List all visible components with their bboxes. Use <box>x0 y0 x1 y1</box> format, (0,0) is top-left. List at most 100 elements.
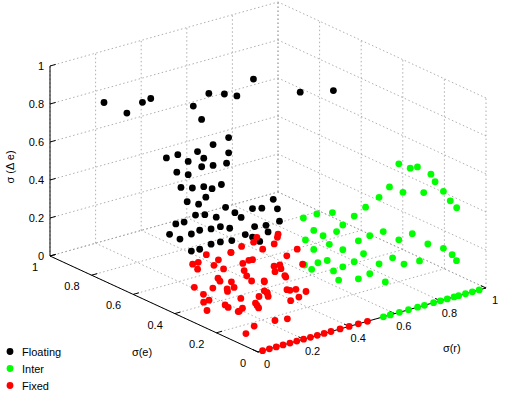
y-tick-label: 0.6 <box>106 299 121 311</box>
point <box>389 254 396 261</box>
grid-line <box>50 78 278 142</box>
point <box>220 266 227 273</box>
point <box>335 277 342 284</box>
point <box>188 231 195 238</box>
point <box>259 347 266 354</box>
tick-mark <box>50 140 56 142</box>
z-tick-label: 0.8 <box>29 98 44 110</box>
axes <box>50 64 486 352</box>
point <box>302 236 309 243</box>
point <box>173 169 180 176</box>
point <box>185 158 192 165</box>
point <box>432 178 439 185</box>
point <box>225 134 232 141</box>
point <box>195 259 202 266</box>
tick-mark <box>50 254 56 256</box>
point <box>194 266 201 273</box>
point <box>217 239 224 246</box>
point <box>366 232 373 239</box>
point <box>249 205 256 212</box>
point <box>261 278 268 285</box>
z-tick-label: 0.6 <box>29 136 44 148</box>
point <box>386 184 393 191</box>
grid-line <box>50 154 278 218</box>
point <box>333 228 340 235</box>
y-axis-title: σ(e) <box>132 346 152 358</box>
point <box>428 171 435 178</box>
point <box>191 284 198 291</box>
point <box>339 222 346 229</box>
point <box>400 189 407 196</box>
point <box>407 165 414 172</box>
point <box>196 227 203 234</box>
tick-mark <box>216 331 222 333</box>
point <box>330 87 337 94</box>
point <box>261 278 268 285</box>
grid-line <box>92 211 320 275</box>
point <box>310 227 317 234</box>
point <box>401 261 408 268</box>
point <box>261 287 268 294</box>
grid-line <box>278 116 486 212</box>
point <box>228 278 235 285</box>
point <box>440 188 447 195</box>
point <box>228 237 235 244</box>
point <box>263 222 270 229</box>
grid-line <box>50 2 278 66</box>
point <box>462 290 469 297</box>
point <box>200 299 207 306</box>
point <box>280 342 287 349</box>
point <box>209 285 216 292</box>
grid-line <box>278 2 486 98</box>
point <box>177 236 184 243</box>
point <box>414 304 421 311</box>
series <box>189 231 371 354</box>
chart: 00.20.40.60.8100.20.40.60.8100.20.40.60.… <box>0 0 519 402</box>
point <box>362 204 369 211</box>
point <box>287 297 294 304</box>
point <box>337 326 344 333</box>
point <box>444 295 451 302</box>
point <box>284 315 291 322</box>
point <box>172 221 179 228</box>
point <box>447 197 454 204</box>
point <box>295 294 302 301</box>
point <box>303 288 310 295</box>
z-tick-label: 0 <box>38 250 44 262</box>
point <box>364 318 371 325</box>
grid-line <box>141 40 142 230</box>
point <box>203 251 210 258</box>
tick-mark <box>50 216 56 218</box>
point <box>293 338 300 345</box>
point <box>195 201 202 208</box>
point <box>166 231 173 238</box>
point <box>222 204 229 211</box>
grid-line <box>278 2 279 192</box>
point <box>355 237 362 244</box>
point <box>243 272 250 279</box>
y-tick-label: 0 <box>240 357 246 369</box>
tick-mark <box>92 274 98 276</box>
point <box>273 343 280 350</box>
point <box>258 205 265 212</box>
grid-line <box>278 40 486 136</box>
point <box>355 275 362 282</box>
point <box>297 89 304 96</box>
point <box>326 241 333 248</box>
y-tick-label: 0.2 <box>189 338 204 350</box>
grid <box>50 2 486 352</box>
legend: FloatingInterFixed <box>7 346 62 392</box>
point <box>321 330 328 337</box>
point <box>346 323 353 330</box>
grid-line <box>232 15 233 205</box>
point <box>248 278 255 285</box>
legend-label: Fixed <box>22 380 49 392</box>
point <box>300 336 307 343</box>
point <box>276 261 283 268</box>
point <box>221 91 228 98</box>
grid-line <box>486 98 487 288</box>
point <box>409 230 416 237</box>
point <box>315 259 322 266</box>
point <box>184 198 191 205</box>
point <box>376 260 383 267</box>
